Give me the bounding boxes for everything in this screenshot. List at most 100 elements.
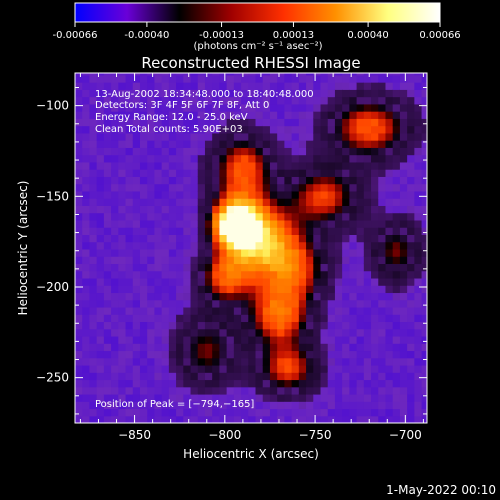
- heatmap-cell: [399, 125, 408, 134]
- heatmap-cell: [89, 176, 98, 185]
- heatmap-cell: [269, 328, 278, 337]
- heatmap-cell: [111, 408, 119, 417]
- heatmap-cell: [183, 183, 192, 192]
- heatmap-cell: [96, 263, 105, 272]
- heatmap-cell: [349, 111, 358, 119]
- heatmap-cell: [161, 82, 170, 90]
- heatmap-cell: [356, 183, 365, 192]
- heatmap-cell: [212, 161, 221, 170]
- heatmap-cell: [111, 241, 119, 250]
- heatmap-cell: [356, 212, 365, 221]
- heatmap-cell: [371, 379, 379, 388]
- heatmap-cell: [154, 357, 163, 366]
- heatmap-cell: [349, 205, 358, 214]
- heatmap-cell: [262, 306, 271, 315]
- heatmap-cell: [96, 379, 105, 388]
- heatmap-cell: [190, 372, 199, 381]
- heatmap-cell: [161, 350, 170, 359]
- heatmap-cell: [363, 140, 372, 148]
- heatmap-cell: [233, 161, 242, 170]
- heatmap-cell: [291, 241, 300, 250]
- heatmap-cell: [284, 103, 293, 112]
- heatmap-cell: [241, 227, 249, 235]
- heatmap-cell: [111, 111, 119, 119]
- heatmap-cell: [204, 357, 213, 366]
- heatmap-cell: [334, 401, 343, 410]
- heatmap-cell: [313, 132, 322, 141]
- heatmap-cell: [111, 256, 119, 265]
- heatmap-cell: [82, 292, 91, 301]
- heatmap-cell: [414, 132, 423, 141]
- heatmap-cell: [284, 190, 293, 199]
- heatmap-cell: [75, 364, 83, 373]
- heatmap-cell: [356, 89, 365, 98]
- heatmap-cell: [212, 357, 221, 366]
- heatmap-cell: [363, 234, 372, 243]
- heatmap-cell: [399, 343, 408, 352]
- heatmap-cell: [407, 343, 415, 352]
- heatmap-cell: [378, 212, 387, 221]
- heatmap-cell: [212, 393, 221, 402]
- heatmap-cell: [125, 393, 134, 402]
- heatmap-cell: [96, 306, 105, 315]
- heatmap-cell: [269, 190, 278, 199]
- heatmap-cell: [306, 169, 314, 177]
- heatmap-cell: [407, 401, 415, 410]
- heatmap-cell: [212, 74, 221, 83]
- heatmap-cell: [421, 234, 427, 243]
- heatmap-cell: [219, 386, 228, 395]
- heatmap-cell: [313, 364, 322, 373]
- heatmap-cell: [132, 219, 141, 228]
- heatmap-cell: [363, 161, 372, 170]
- heatmap-cell: [139, 386, 148, 395]
- heatmap-cell: [392, 386, 401, 395]
- heatmap-cell: [226, 357, 235, 366]
- heatmap-cell: [190, 306, 199, 315]
- heatmap-cell: [320, 379, 329, 388]
- heatmap-cell: [103, 256, 112, 265]
- heatmap-cell: [147, 328, 156, 337]
- heatmap-cell: [399, 147, 408, 156]
- heatmap-cell: [371, 219, 379, 228]
- heatmap-cell: [320, 401, 329, 410]
- heatmap-cell: [313, 335, 322, 344]
- heatmap-cell: [327, 357, 336, 366]
- heatmap-cell: [226, 401, 235, 410]
- heatmap-cell: [139, 118, 148, 127]
- heatmap-cell: [414, 372, 423, 381]
- heatmap-cell: [284, 415, 293, 423]
- heatmap-cell: [399, 73, 408, 76]
- heatmap-cell: [399, 176, 408, 185]
- heatmap-cell: [306, 140, 314, 148]
- heatmap-cell: [407, 357, 415, 366]
- heatmap-cell: [407, 82, 415, 90]
- heatmap-cell: [168, 364, 177, 373]
- heatmap-cell: [291, 169, 300, 177]
- heatmap-cell: [356, 74, 365, 83]
- heatmap-cell: [392, 364, 401, 373]
- heatmap-cell: [212, 82, 221, 90]
- heatmap-cell: [363, 103, 372, 112]
- heatmap-cell: [197, 241, 206, 250]
- heatmap-cell: [204, 219, 213, 228]
- heatmap-cell: [349, 183, 358, 192]
- heatmap-cell: [168, 386, 177, 395]
- heatmap-cell: [306, 379, 314, 388]
- heatmap-cell: [248, 343, 257, 352]
- heatmap-cell: [154, 321, 163, 330]
- heatmap-cell: [399, 140, 408, 148]
- heatmap-cell: [327, 212, 336, 221]
- heatmap-cell: [241, 270, 249, 279]
- heatmap-cell: [168, 285, 177, 294]
- heatmap-cell: [378, 169, 387, 177]
- heatmap-cell: [212, 285, 221, 294]
- heatmap-cell: [233, 335, 242, 344]
- heatmap-cell: [414, 118, 423, 127]
- heatmap-cell: [334, 82, 343, 90]
- heatmap-cell: [284, 73, 293, 76]
- heatmap-cell: [349, 270, 358, 279]
- heatmap-cell: [298, 212, 307, 221]
- heatmap-cell: [103, 379, 112, 388]
- heatmap-cell: [269, 285, 278, 294]
- heatmap-cell: [277, 89, 285, 98]
